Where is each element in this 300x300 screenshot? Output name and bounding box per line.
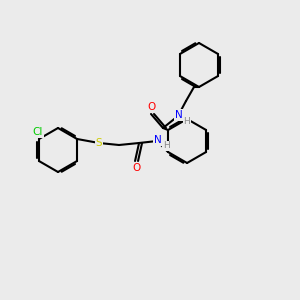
Text: S: S xyxy=(96,138,102,148)
Text: Cl: Cl xyxy=(33,127,43,137)
Text: N: N xyxy=(175,110,183,120)
Text: H: H xyxy=(163,142,170,151)
Text: N: N xyxy=(154,135,162,145)
Text: O: O xyxy=(132,163,140,173)
Text: O: O xyxy=(148,102,156,112)
Text: H: H xyxy=(184,116,190,125)
